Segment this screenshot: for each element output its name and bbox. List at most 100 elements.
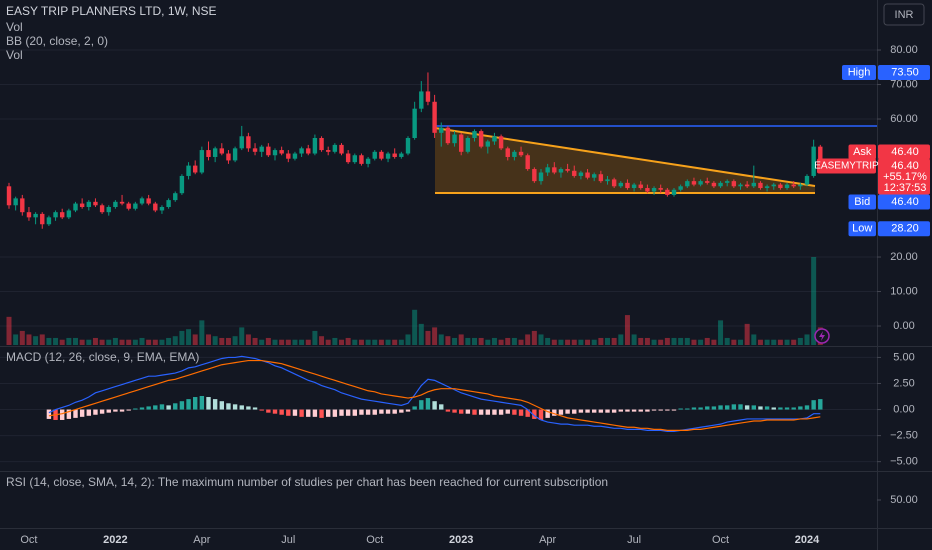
y-tick-label: 60.00: [890, 113, 918, 125]
volume-bar: [718, 320, 724, 345]
macd-histogram-bar: [525, 409, 530, 417]
macd-histogram-bar: [246, 406, 251, 410]
candle-body: [585, 172, 590, 178]
macd-histogram-bar: [60, 409, 65, 420]
symbol-tag-name: EASEMYTRIP: [814, 161, 879, 172]
macd-histogram-bar: [339, 409, 344, 416]
macd-histogram-bar: [625, 409, 630, 412]
candle-body: [232, 148, 238, 161]
price-marker-name: Low: [852, 223, 872, 235]
currency-label[interactable]: INR: [895, 9, 914, 21]
macd-histogram-bar: [226, 403, 231, 410]
volume-bar: [19, 330, 25, 345]
macd-histogram-bar: [478, 409, 484, 415]
macd-histogram-bar: [332, 409, 338, 417]
candle-body: [345, 153, 351, 163]
volume-bar: [525, 334, 531, 345]
volume-bar: [804, 334, 810, 345]
volume-bar: [491, 337, 497, 345]
candle-body: [651, 188, 657, 192]
candle-body: [804, 175, 810, 185]
macd-histogram-bar: [671, 409, 677, 411]
macd-histogram-bar: [326, 409, 331, 417]
volume-bar: [405, 334, 411, 345]
volume-bar: [591, 339, 597, 345]
candle-body: [691, 181, 697, 185]
x-tick-label: Apr: [539, 534, 556, 546]
last-price-box: [878, 158, 930, 195]
macd-histogram-bar: [778, 407, 783, 410]
volume-bar: [385, 339, 391, 345]
macd-histogram-bar: [658, 409, 663, 411]
candle-body: [784, 184, 790, 189]
price-marker-value: 46.40: [891, 196, 919, 208]
candle-body: [625, 182, 630, 189]
candle-body: [445, 127, 451, 144]
macd-histogram-bar: [239, 405, 244, 410]
volume-bar: [724, 337, 730, 345]
volume-bar: [425, 330, 431, 345]
candle-body: [146, 198, 151, 204]
candle-body: [399, 153, 404, 157]
volume-bar: [33, 336, 39, 345]
volume-bar: [99, 339, 105, 345]
candle-body: [791, 184, 796, 187]
volume-bar: [478, 337, 484, 345]
volume-bar: [239, 327, 245, 345]
macd-histogram-bar: [698, 407, 703, 410]
alert-icon[interactable]: [814, 328, 830, 344]
macd-histogram-bar: [598, 409, 604, 413]
volume-bar: [139, 337, 145, 345]
macd-histogram-bar: [286, 409, 291, 416]
candle-body: [312, 138, 318, 154]
macd-histogram-bar: [199, 395, 205, 410]
candle-body: [113, 201, 118, 207]
macd-histogram-bar: [179, 401, 185, 410]
volume-bar: [92, 337, 98, 345]
candle-body: [93, 201, 98, 206]
macd-histogram-bar: [219, 401, 224, 410]
macd-histogram-bar: [758, 406, 763, 410]
macd-histogram-bar: [352, 409, 357, 416]
candle-body: [751, 182, 756, 187]
candle-body: [26, 212, 32, 218]
candle-body: [498, 136, 504, 149]
volume-bar: [13, 334, 19, 345]
currency-button-frame[interactable]: [883, 3, 925, 26]
macd-histogram-bar: [691, 407, 697, 410]
candle-body: [359, 155, 364, 164]
volume-bar: [378, 339, 384, 345]
macd-histogram-bar: [186, 399, 191, 410]
candle-body: [379, 151, 384, 159]
macd-histogram-bar: [106, 409, 111, 413]
last-price-value: 46.40: [891, 160, 919, 172]
volume-bar: [132, 339, 138, 345]
label-layer: 80.00 70.00 60.00 20.00 10.00 0.00 5.00 2.50 0.0…: [20, 44, 930, 546]
macd-histogram-bar: [99, 409, 105, 414]
volume-bar: [764, 339, 770, 345]
volume-bar: [245, 334, 251, 345]
macd-histogram-bar: [638, 409, 643, 412]
volume-bar: [505, 337, 511, 345]
volume-bar: [432, 327, 438, 345]
macd-histogram-bar: [445, 409, 451, 412]
price-marker-box: [878, 64, 930, 80]
volume-bar: [398, 339, 404, 345]
candle-body: [372, 151, 377, 159]
volume-bar: [112, 337, 118, 345]
volume-bar: [638, 337, 644, 345]
macd-histogram-bar: [485, 409, 490, 415]
currency-button[interactable]: INR: [883, 3, 925, 26]
macd-histogram-bar: [405, 409, 411, 412]
macd-histogram-bar: [731, 404, 737, 410]
macd-histogram-bar: [319, 409, 324, 418]
volume-bar: [352, 339, 358, 345]
alert-icon-bolt[interactable]: [819, 331, 825, 341]
candle-body: [705, 181, 710, 183]
volume-bar: [53, 337, 59, 345]
volume-bar: [472, 337, 477, 345]
rsi-title: RSI (14, close, SMA, 14, 2): The maximum…: [6, 475, 608, 489]
candle-body: [226, 153, 231, 161]
macd-histogram-bar: [685, 408, 690, 410]
